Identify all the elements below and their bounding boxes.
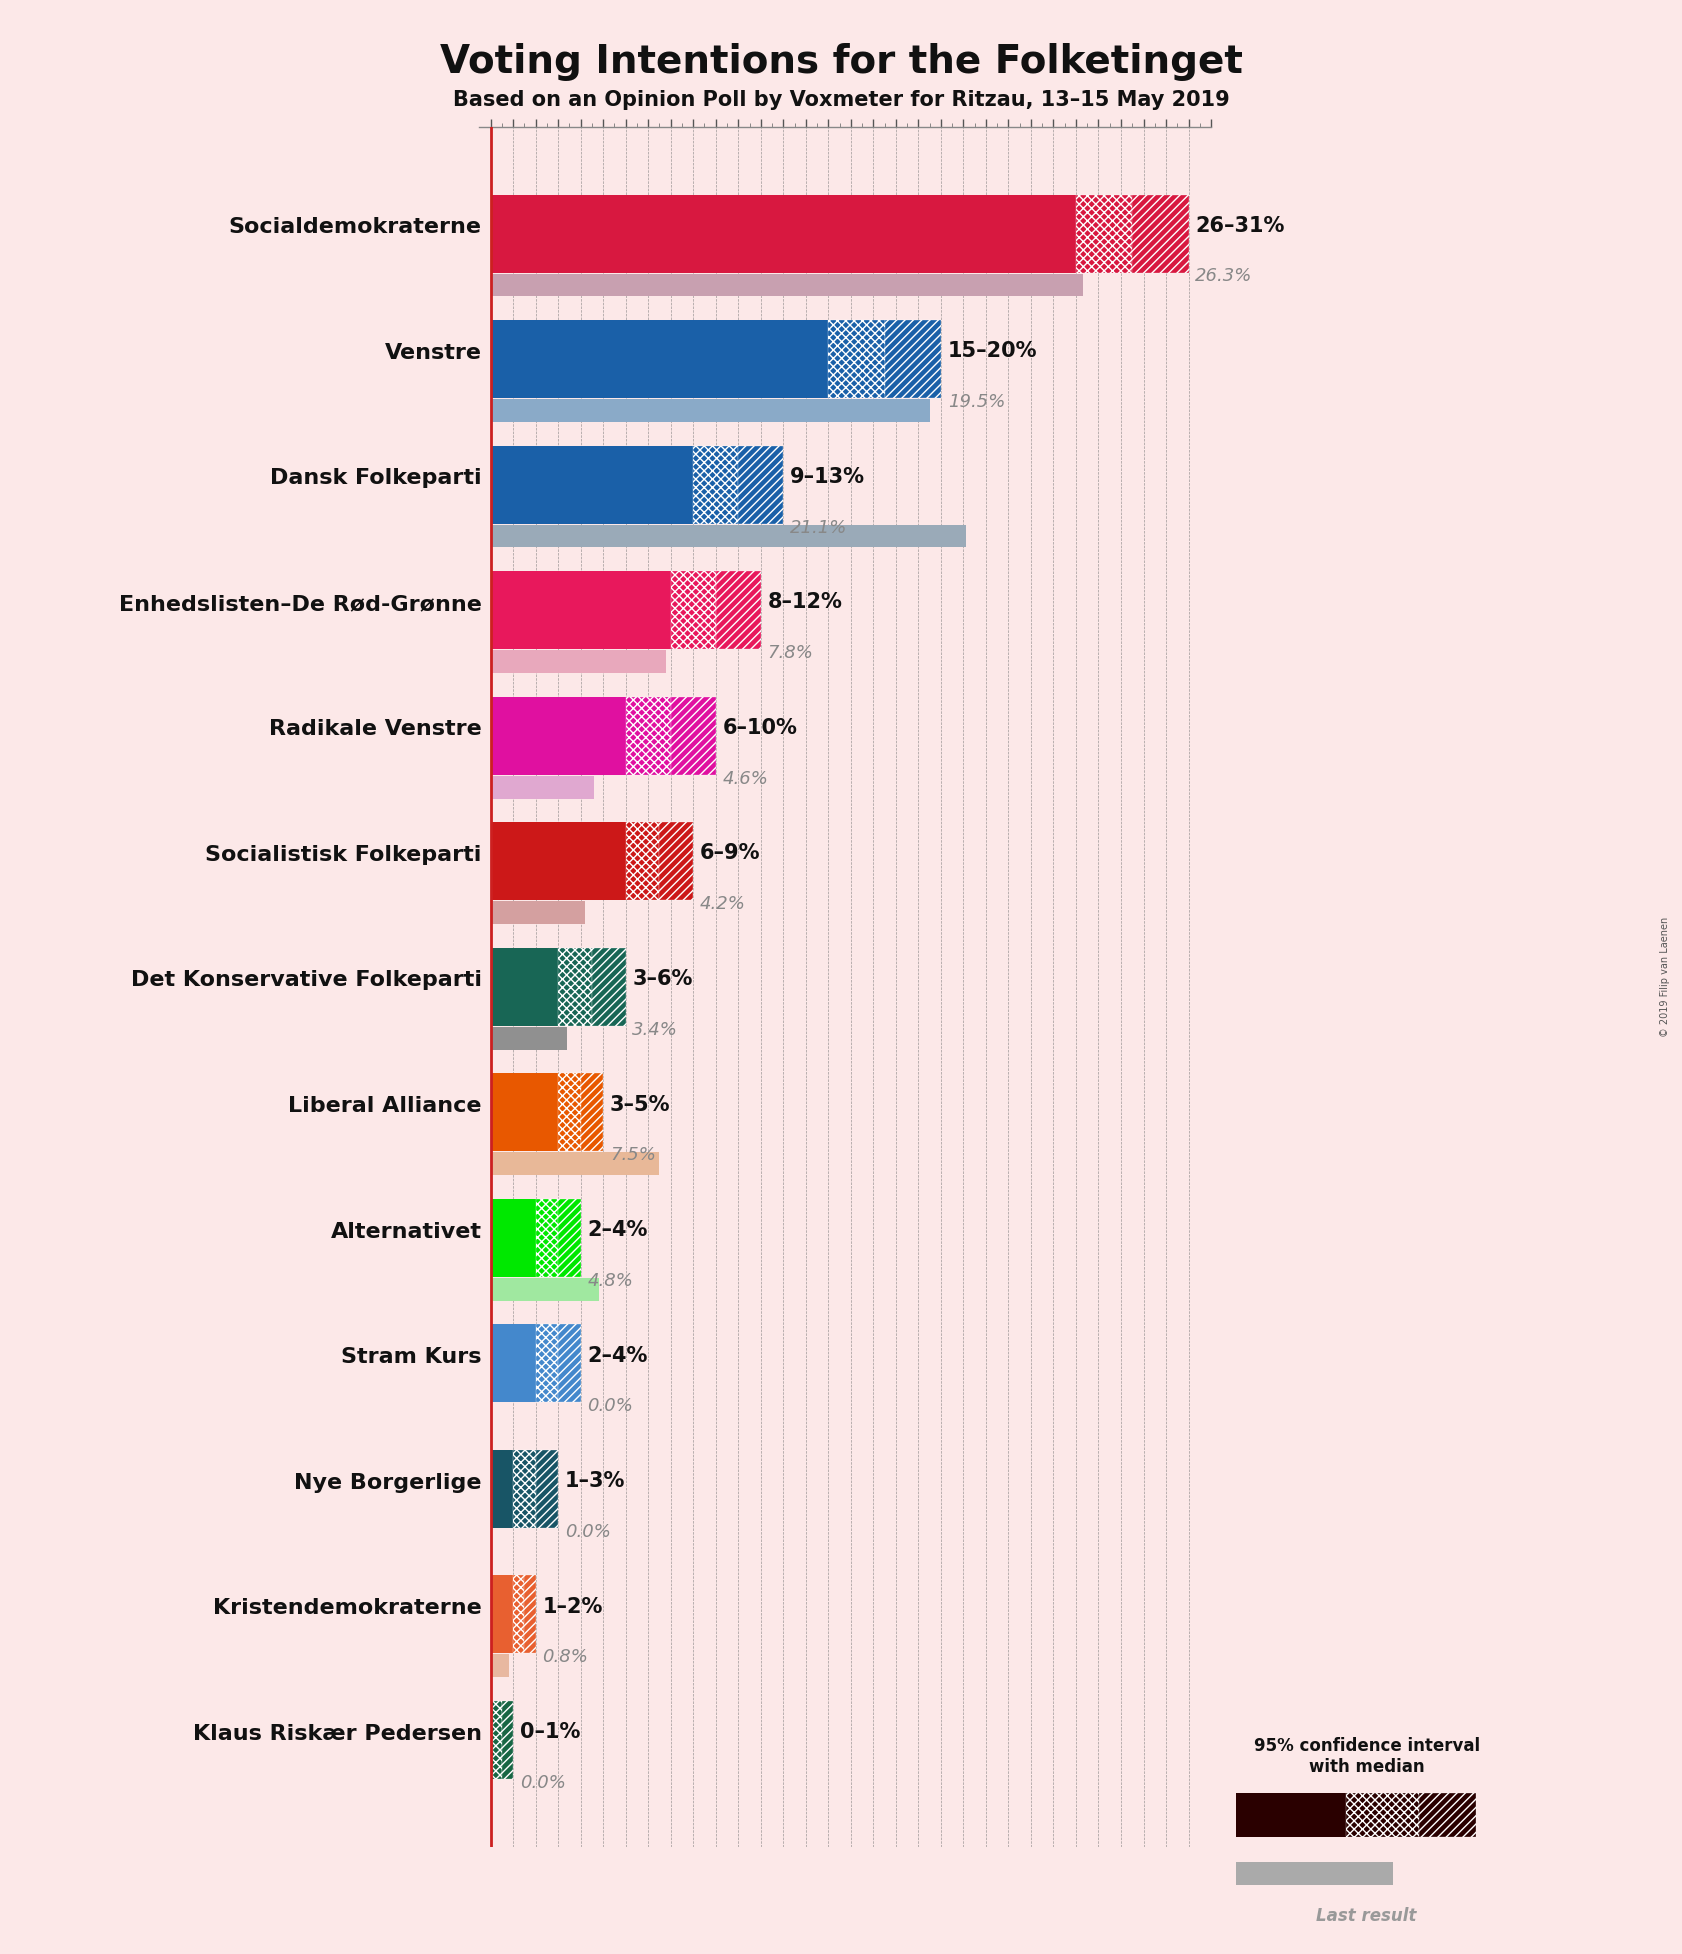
- Text: 4.6%: 4.6%: [723, 770, 769, 787]
- Text: 7.5%: 7.5%: [611, 1147, 656, 1165]
- Text: 0.0%: 0.0%: [587, 1397, 634, 1415]
- Bar: [491, 1655, 508, 1677]
- Bar: [491, 1700, 501, 1778]
- Bar: [885, 320, 940, 399]
- Text: 6–10%: 6–10%: [723, 717, 797, 739]
- Bar: [491, 1278, 599, 1301]
- Text: Alternativet: Alternativet: [331, 1221, 481, 1241]
- Bar: [717, 571, 760, 649]
- Bar: [671, 571, 717, 649]
- Bar: [1346, 1792, 1418, 1837]
- Bar: [693, 446, 738, 524]
- Bar: [659, 823, 693, 901]
- Bar: [626, 698, 671, 774]
- Text: 1–2%: 1–2%: [542, 1596, 602, 1616]
- Text: 0.0%: 0.0%: [565, 1522, 611, 1540]
- Bar: [491, 823, 626, 901]
- Text: Nye Borgerlige: Nye Borgerlige: [294, 1473, 481, 1493]
- Bar: [626, 823, 659, 901]
- Text: Enhedslisten–De Rød-Grønne: Enhedslisten–De Rød-Grønne: [119, 594, 481, 614]
- Text: 95% confidence interval
with median: 95% confidence interval with median: [1253, 1737, 1480, 1776]
- Bar: [491, 1200, 535, 1276]
- Text: Socialdemokraterne: Socialdemokraterne: [229, 217, 481, 238]
- Text: 6–9%: 6–9%: [700, 844, 760, 864]
- Bar: [491, 1450, 513, 1528]
- Text: 0.8%: 0.8%: [542, 1647, 589, 1667]
- Text: Socialistisk Folkeparti: Socialistisk Folkeparti: [205, 844, 481, 866]
- Text: Venstre: Venstre: [385, 344, 481, 363]
- Bar: [491, 651, 666, 672]
- Text: 0.0%: 0.0%: [520, 1774, 565, 1792]
- Text: 1–3%: 1–3%: [565, 1471, 626, 1491]
- Text: 3.4%: 3.4%: [632, 1020, 678, 1040]
- Text: Kristendemokraterne: Kristendemokraterne: [214, 1598, 481, 1618]
- Bar: [1418, 1792, 1477, 1837]
- Text: 0–1%: 0–1%: [520, 1721, 580, 1743]
- Text: 7.8%: 7.8%: [767, 645, 814, 662]
- Bar: [491, 1028, 567, 1049]
- Bar: [491, 776, 594, 799]
- Bar: [558, 1200, 580, 1276]
- Text: 21.1%: 21.1%: [791, 518, 848, 537]
- Bar: [525, 1575, 535, 1653]
- Bar: [501, 1700, 513, 1778]
- Bar: [1236, 1792, 1346, 1837]
- Bar: [558, 1325, 580, 1403]
- Text: 3–6%: 3–6%: [632, 969, 693, 989]
- Text: 2–4%: 2–4%: [587, 1346, 648, 1366]
- Bar: [491, 901, 585, 924]
- Bar: [558, 1073, 580, 1151]
- Bar: [535, 1450, 558, 1528]
- Bar: [592, 948, 626, 1026]
- Bar: [1076, 195, 1132, 274]
- Text: Last result: Last result: [1317, 1907, 1416, 1925]
- Text: Dansk Folkeparti: Dansk Folkeparti: [271, 469, 481, 488]
- Text: 4.8%: 4.8%: [587, 1272, 634, 1290]
- Bar: [491, 948, 558, 1026]
- Bar: [491, 698, 626, 774]
- Bar: [535, 1200, 558, 1276]
- Text: 15–20%: 15–20%: [947, 342, 1038, 361]
- Text: © 2019 Filip van Laenen: © 2019 Filip van Laenen: [1660, 916, 1670, 1038]
- Bar: [738, 446, 784, 524]
- Text: 26.3%: 26.3%: [1196, 268, 1253, 285]
- Text: Voting Intentions for the Folketinget: Voting Intentions for the Folketinget: [439, 43, 1243, 80]
- Bar: [1236, 1862, 1393, 1886]
- Bar: [513, 1450, 535, 1528]
- Text: Liberal Alliance: Liberal Alliance: [288, 1096, 481, 1116]
- Text: Det Konservative Folkeparti: Det Konservative Folkeparti: [131, 971, 481, 991]
- Bar: [513, 1575, 525, 1653]
- Text: 9–13%: 9–13%: [791, 467, 865, 487]
- Bar: [491, 399, 930, 422]
- Bar: [491, 1575, 513, 1653]
- Text: Stram Kurs: Stram Kurs: [341, 1346, 481, 1368]
- Bar: [491, 1153, 659, 1174]
- Bar: [671, 698, 717, 774]
- Text: 4.2%: 4.2%: [700, 895, 745, 913]
- Bar: [828, 320, 885, 399]
- Bar: [491, 1073, 558, 1151]
- Text: 8–12%: 8–12%: [767, 592, 843, 612]
- Text: 3–5%: 3–5%: [611, 1094, 671, 1114]
- Bar: [491, 446, 693, 524]
- Bar: [580, 1073, 604, 1151]
- Text: 26–31%: 26–31%: [1196, 215, 1285, 236]
- Bar: [491, 571, 671, 649]
- Bar: [1132, 195, 1189, 274]
- Bar: [535, 1325, 558, 1403]
- Bar: [491, 320, 828, 399]
- Bar: [491, 195, 1076, 274]
- Bar: [558, 948, 592, 1026]
- Bar: [491, 1325, 535, 1403]
- Text: 2–4%: 2–4%: [587, 1219, 648, 1241]
- Text: Based on an Opinion Poll by Voxmeter for Ritzau, 13–15 May 2019: Based on an Opinion Poll by Voxmeter for…: [452, 90, 1230, 109]
- Bar: [491, 274, 1083, 297]
- Text: 19.5%: 19.5%: [947, 393, 1006, 410]
- Text: Radikale Venstre: Radikale Venstre: [269, 719, 481, 739]
- Text: Klaus Riskær Pedersen: Klaus Riskær Pedersen: [193, 1723, 481, 1743]
- Bar: [491, 526, 965, 547]
